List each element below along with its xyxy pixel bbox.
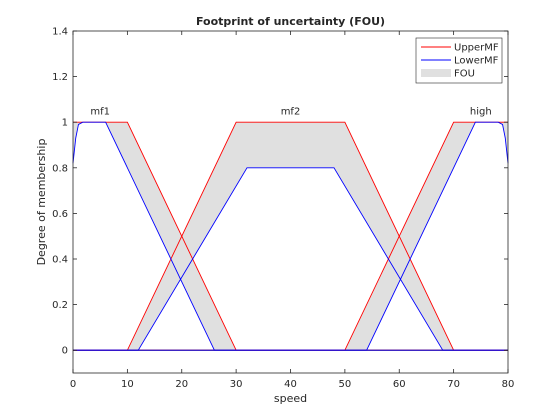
x-tick-label: 80 (502, 379, 515, 390)
legend-entry-label: FOU (454, 69, 475, 80)
chart-title: Footprint of uncertainty (FOU) (196, 15, 385, 28)
x-axis-label: speed (274, 392, 307, 405)
y-tick-label: 1 (62, 118, 68, 129)
x-tick-label: 40 (284, 379, 297, 390)
tick-layer: 0 10 20 30 40 50 60 70 80 0 0.2 0.4 0.6 0.8 1 1.2 1.4 (52, 27, 514, 391)
x-tick-label: 60 (393, 379, 406, 390)
lower-mf-line-3 (73, 121, 509, 351)
x-tick-label: 10 (121, 379, 134, 390)
legend: UpperMF LowerMF FOU (415, 37, 503, 84)
y-tick-label: 1.2 (52, 72, 68, 83)
y-tick-label: 0 (62, 346, 68, 357)
y-tick-label: 0.6 (52, 209, 68, 220)
mf-label: mf1 (90, 107, 110, 118)
x-tick-label: 30 (230, 379, 243, 390)
legend-entry-label: LowerMF (454, 56, 499, 67)
mf-label: high (470, 107, 492, 118)
x-tick-label: 20 (175, 379, 188, 390)
y-tick-label: 0.4 (52, 255, 68, 266)
y-axis-label: Degree of membership (35, 139, 48, 266)
x-tick-label: 50 (339, 379, 352, 390)
mf-label-layer: mf1 mf2 high (90, 107, 491, 118)
x-tick-label: 70 (447, 379, 460, 390)
mf-label: mf2 (281, 107, 301, 118)
y-tick-label: 1.4 (52, 27, 68, 38)
y-tick-label: 0.2 (52, 300, 68, 311)
y-tick-label: 0.8 (52, 163, 68, 174)
legend-entry-label: UpperMF (454, 43, 499, 54)
legend-swatch-fou (421, 69, 451, 77)
lower-mf-layer (72, 121, 509, 351)
x-tick-label: 0 (70, 379, 76, 390)
